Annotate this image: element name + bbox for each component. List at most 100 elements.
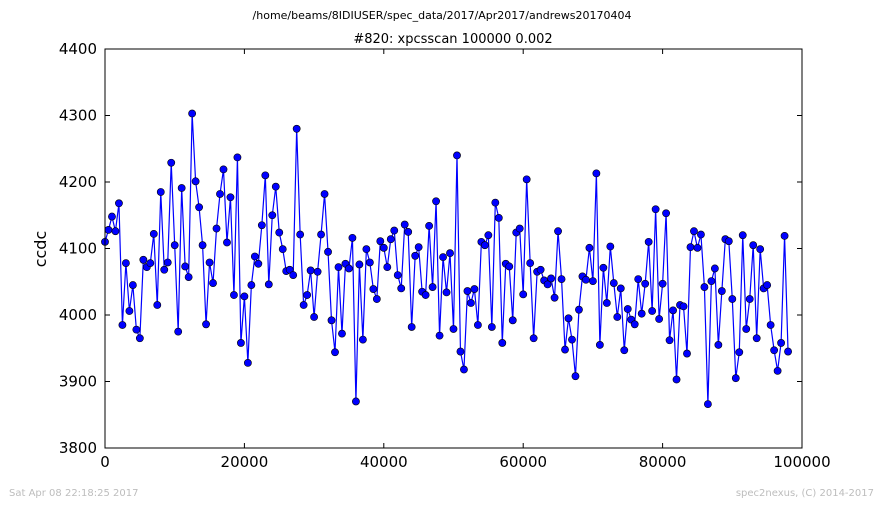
data-point — [467, 299, 475, 307]
data-point — [355, 260, 364, 269]
x-tick-label: 20000 — [221, 453, 269, 471]
data-point — [432, 197, 440, 206]
data-point — [334, 263, 343, 272]
x-tick-label: 80000 — [639, 453, 687, 471]
data-point — [592, 169, 601, 178]
data-point — [582, 275, 590, 284]
data-point — [672, 375, 681, 384]
data-point — [386, 235, 395, 244]
data-point — [115, 199, 123, 208]
data-point — [571, 372, 580, 381]
data-point — [170, 241, 179, 250]
data-point — [404, 227, 413, 236]
data-point — [784, 347, 792, 356]
data-point — [693, 243, 702, 252]
data-point — [724, 237, 733, 246]
data-point — [568, 335, 576, 344]
data-point — [435, 331, 444, 340]
data-point — [376, 237, 385, 246]
chart-title: #820: xpcsscan 100000 0.002 — [353, 32, 552, 47]
data-point — [714, 341, 723, 349]
data-point — [463, 287, 472, 295]
data-point — [526, 259, 535, 268]
data-point — [338, 329, 346, 338]
data-point — [139, 255, 148, 264]
y-tick-label: 4000 — [59, 306, 97, 324]
data-point — [616, 284, 625, 293]
data-point — [146, 259, 155, 268]
axes: 0 20000 40000 60000 80000 100000 3800 3900 4000 4… — [59, 40, 831, 471]
data-point — [480, 241, 489, 250]
data-point — [303, 291, 312, 299]
data-point — [261, 171, 270, 180]
data-point — [651, 205, 660, 214]
data-point — [731, 374, 740, 383]
data-point — [407, 323, 416, 331]
plot-frame — [104, 48, 803, 449]
y-tick-label: 4200 — [59, 173, 97, 191]
data-point — [756, 245, 765, 254]
data-point — [195, 203, 203, 212]
data-point — [683, 349, 691, 358]
data-point — [735, 348, 744, 357]
data-point — [630, 320, 639, 329]
data-point — [247, 281, 256, 289]
data-point — [306, 266, 315, 275]
data-point — [529, 334, 538, 343]
data-point — [317, 230, 325, 239]
data-point — [505, 262, 514, 271]
data-point — [230, 291, 238, 299]
data-point — [515, 224, 524, 233]
data-point — [536, 265, 545, 274]
data-point — [299, 301, 308, 309]
data-point — [264, 280, 273, 289]
data-point — [362, 245, 371, 254]
data-point — [623, 305, 632, 313]
data-point — [589, 277, 597, 285]
data-point — [390, 226, 399, 235]
data-point — [752, 334, 761, 343]
data-point — [212, 224, 221, 233]
data-point — [268, 211, 277, 220]
data-point — [686, 243, 695, 252]
data-point — [198, 241, 207, 250]
data-point — [655, 315, 664, 323]
data-point — [484, 231, 493, 240]
footer-timestamp: Sat Apr 08 22:18:25 2017 — [9, 488, 139, 499]
data-point — [658, 279, 667, 288]
data-point — [191, 177, 200, 186]
data-point — [122, 259, 130, 268]
x-tick-label: 0 — [100, 453, 110, 471]
y-tick-label: 4100 — [59, 240, 97, 258]
data-point — [372, 295, 381, 303]
data-point — [460, 365, 468, 374]
data-point — [397, 284, 406, 293]
data-point — [491, 198, 500, 207]
data-point — [104, 225, 113, 234]
data-point — [275, 228, 284, 237]
data-point — [662, 209, 670, 218]
data-point — [439, 253, 447, 262]
data-point — [700, 283, 709, 291]
data-point — [216, 190, 224, 198]
data-point — [108, 212, 116, 221]
data-point — [250, 252, 259, 261]
data-point — [174, 327, 183, 336]
data-point — [156, 188, 165, 196]
data-point — [226, 193, 235, 202]
data-point — [543, 280, 552, 289]
data-point — [602, 299, 611, 307]
data-point — [749, 241, 758, 250]
data-point — [508, 316, 517, 325]
data-point — [679, 302, 688, 311]
data-point — [453, 151, 461, 160]
data-point — [780, 231, 789, 240]
data-point — [365, 258, 374, 267]
data-point — [770, 346, 779, 355]
data-point — [292, 124, 301, 133]
data-point — [637, 309, 646, 318]
data-point — [369, 285, 378, 293]
data-point — [473, 321, 482, 329]
data-point — [550, 293, 559, 302]
x-tick-label: 60000 — [499, 453, 547, 471]
